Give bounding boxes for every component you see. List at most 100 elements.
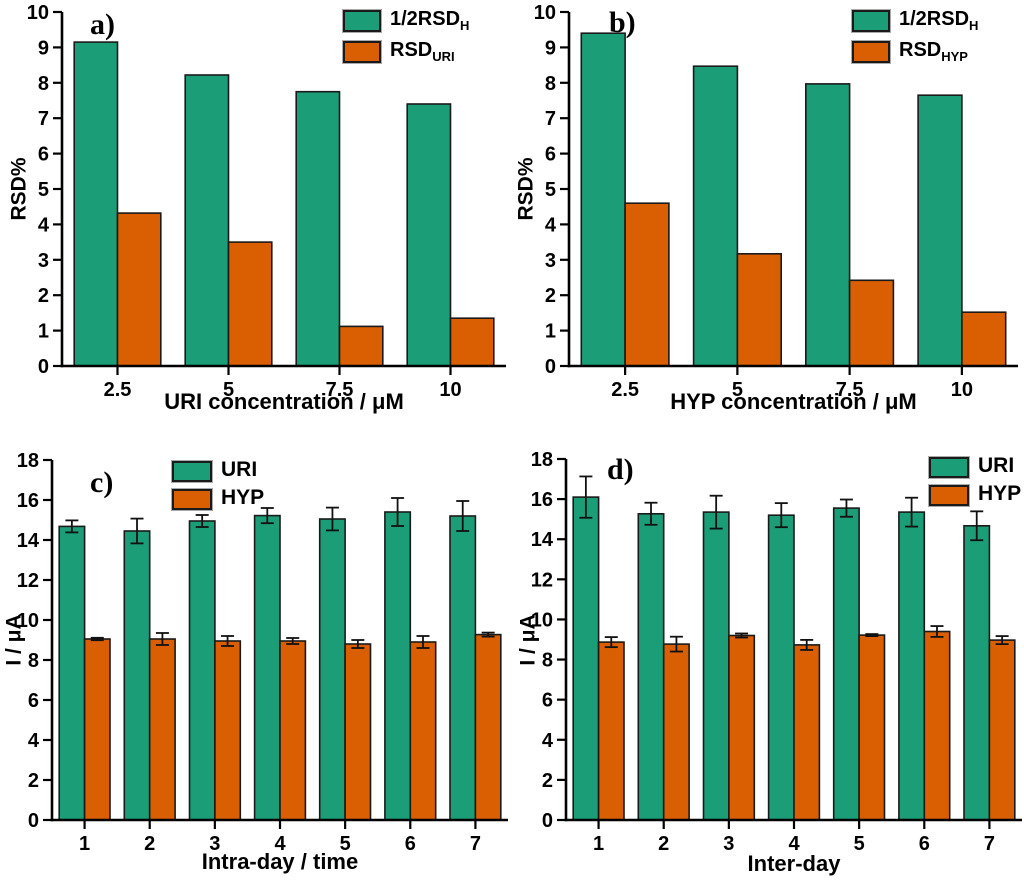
x-tick-label: 7 [470, 833, 481, 855]
legend-label: 1/2RSDH [390, 8, 470, 33]
bar-1/2RSDH-5 [184, 74, 230, 367]
x-tick-label: 3 [723, 833, 734, 855]
x-axis-title-d: Inter-day [747, 851, 841, 876]
y-tick-label: 2 [28, 770, 39, 792]
bar-HYP-2 [662, 643, 690, 821]
y-tick-label: 18 [17, 450, 39, 472]
bar-1/2RSDH-7.5 [804, 83, 851, 367]
panel-label-c: c) [90, 466, 114, 499]
chart-svg-a: 0 1 2 3 4 5 6 7 8 9 10 2.5 5 7.5 10 [27, 2, 506, 401]
legend-item: RSDURI [343, 40, 469, 63]
x-tick-label: 2.5 [104, 379, 132, 401]
chart-svg-b: 0 1 2 3 4 5 6 7 8 9 10 2.5 5 7.5 10 [534, 2, 1018, 401]
y-tick-label: 7 [545, 108, 556, 130]
bar-URI-3 [188, 520, 216, 821]
legend-label: URI [978, 454, 1015, 477]
bar-URI-1 [572, 496, 600, 821]
bar-URI-1 [58, 525, 86, 821]
y-tick-label: 10 [531, 609, 553, 631]
bar-1/2RSDH-10 [406, 103, 452, 367]
x-tick-label: 5 [854, 833, 865, 855]
legend-item: 1/2RSDH [343, 9, 469, 32]
bar-HYP-1 [83, 638, 111, 821]
x-tick-label: 3 [209, 833, 220, 855]
legend-b: 1/2RSDH RSDHYP [852, 9, 978, 71]
y-axis-title-a: RSD% [7, 157, 31, 221]
y-tick-label: 5 [545, 179, 556, 201]
y-axis-title-c: I / μA [2, 614, 26, 666]
bar-HYP-4 [279, 640, 307, 821]
bar-URI-2 [123, 530, 151, 821]
y-tick-label: 0 [28, 810, 39, 832]
legend-c: URI HYP [172, 459, 264, 515]
bar-RSDHYP-7.5 [848, 279, 895, 367]
y-tick-label: 3 [38, 250, 49, 272]
bar-1/2RSDH-10 [917, 94, 963, 367]
bar-URI-6 [384, 511, 412, 821]
y-tick-label: 8 [38, 73, 49, 95]
y-tick-label: 8 [545, 73, 556, 95]
legend-a: 1/2RSDH RSDURI [343, 9, 469, 71]
x-axis-title-a: URI concentration / μM [164, 389, 404, 414]
x-axis-title-c: Intra-day / time [201, 849, 359, 874]
bar-HYP-7 [988, 639, 1016, 821]
legend-label: HYP [978, 482, 1022, 505]
bar-RSDURI-5 [227, 241, 273, 367]
y-tick-label: 6 [38, 144, 49, 166]
bar-HYP-5 [858, 634, 886, 821]
panel-label-d: d) [607, 453, 634, 486]
legend-swatch-teal [172, 460, 212, 482]
legend-swatch-teal [929, 456, 969, 478]
x-tick-label: 2 [658, 833, 669, 855]
y-tick-label: 1 [545, 321, 556, 343]
bar-URI-5 [832, 507, 860, 821]
x-tick-label: 10 [439, 379, 461, 401]
bar-URI-4 [253, 514, 281, 821]
legend-label: RSDHYP [899, 39, 968, 64]
y-tick-label: 6 [542, 690, 553, 712]
bar-1/2RSDH-2.5 [73, 41, 119, 367]
y-tick-label: 2 [542, 770, 553, 792]
y-tick-label: 10 [27, 2, 49, 24]
y-tick-label: 16 [531, 489, 553, 511]
x-tick-label: 1 [79, 833, 90, 855]
legend-swatch-orange [172, 488, 212, 510]
y-tick-label: 0 [542, 810, 553, 832]
panel-label-a: a) [90, 8, 115, 41]
bar-HYP-5 [344, 643, 372, 821]
bar-RSDHYP-5 [736, 253, 782, 367]
bar-URI-7 [449, 515, 477, 821]
bar-RSDURI-7.5 [338, 325, 384, 367]
bar-HYP-6 [923, 630, 951, 821]
panel-c: 0 2 4 6 8 10 12 14 16 18 1 2 3 4 5 6 7 c) I / μA Intra-d… [0, 430, 512, 884]
bar-1/2RSDH-5 [692, 65, 739, 367]
y-tick-label: 2 [38, 285, 49, 307]
bar-URI-4 [767, 514, 795, 821]
legend-swatch-teal [343, 9, 381, 32]
panel-label-b: b) [609, 6, 636, 39]
y-tick-label: 14 [531, 529, 554, 551]
legend-swatch-orange [343, 40, 381, 63]
legend-label: RSDURI [390, 39, 455, 64]
y-tick-label: 0 [38, 356, 49, 378]
y-tick-label: 16 [17, 490, 39, 512]
x-tick-label: 2 [144, 833, 155, 855]
y-tick-label: 14 [17, 530, 40, 552]
bar-URI-2 [637, 513, 665, 821]
y-tick-label: 9 [38, 37, 49, 59]
x-tick-label: 4 [788, 833, 800, 855]
y-tick-label: 4 [28, 730, 40, 752]
bar-HYP-7 [474, 633, 502, 821]
legend-label: URI [221, 458, 258, 481]
legend-swatch-teal [852, 9, 890, 32]
legend-swatch-orange [852, 40, 890, 63]
x-tick-label: 6 [919, 833, 930, 855]
bar-HYP-3 [728, 634, 756, 821]
legend-item: URI [929, 455, 1021, 479]
y-tick-label: 18 [531, 449, 553, 471]
x-tick-label: 1 [593, 833, 604, 855]
x-tick-label: 6 [405, 833, 416, 855]
